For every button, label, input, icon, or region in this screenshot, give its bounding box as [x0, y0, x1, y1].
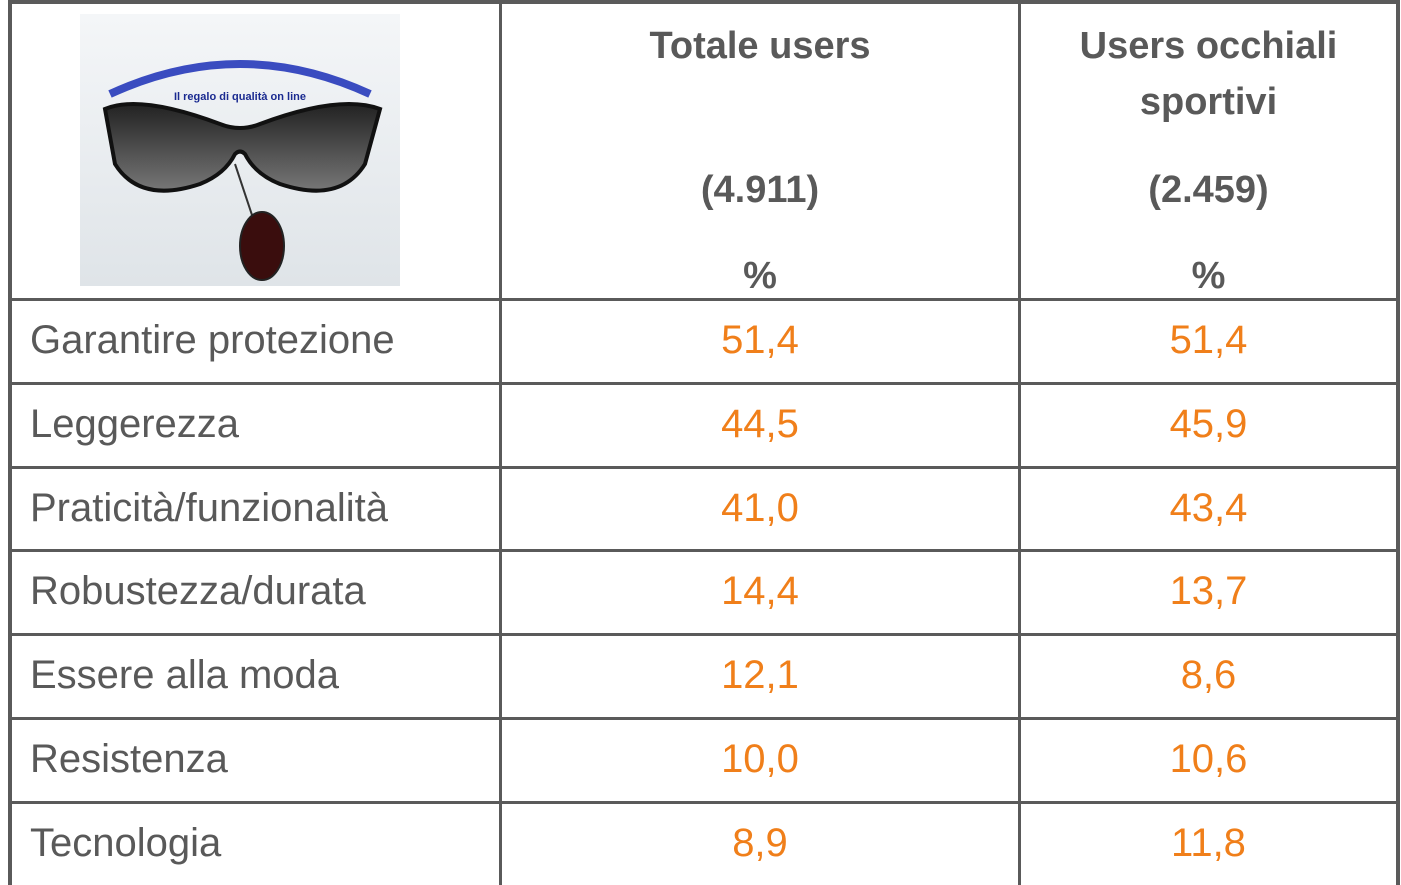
row-label: Garantire protezione [30, 298, 395, 382]
cell-value: 45,9 [1021, 382, 1396, 466]
column-count: (2.459) [1021, 162, 1396, 218]
cell-value: 51,4 [1021, 298, 1396, 382]
cell-value: 44,5 [502, 382, 1018, 466]
column-count: (4.911) [502, 162, 1018, 218]
border [1396, 0, 1400, 885]
border [8, 0, 12, 885]
row-label: Leggerezza [30, 382, 239, 466]
row-label: Tecnologia [30, 801, 221, 885]
column-unit: % [502, 248, 1018, 304]
border [8, 0, 1400, 4]
cell-value: 14,4 [502, 549, 1018, 633]
cell-value: 8,6 [1021, 633, 1396, 717]
row-label: Resistenza [30, 717, 228, 801]
cell-value: 10,6 [1021, 717, 1396, 801]
column-title: Totale users [580, 18, 940, 74]
row-label: Essere alla moda [30, 633, 339, 717]
column-title: Users occhiali sportivi [1029, 18, 1389, 130]
cell-value: 10,0 [502, 717, 1018, 801]
page: Il regalo di qualità on line (() => { co… [0, 0, 1401, 885]
row-label: Robustezza/durata [30, 549, 366, 633]
cell-value: 43,4 [1021, 466, 1396, 550]
cell-value: 13,7 [1021, 549, 1396, 633]
cell-value: 41,0 [502, 466, 1018, 550]
column-unit: % [1021, 248, 1396, 304]
cell-value: 8,9 [502, 801, 1018, 885]
cell-value: 12,1 [502, 633, 1018, 717]
image-caption: Il regalo di qualità on line [174, 91, 306, 103]
row-label: Praticità/funzionalità [30, 466, 388, 550]
cell-value: 11,8 [1021, 801, 1396, 885]
cell-value: 51,4 [502, 298, 1018, 382]
header-image: Il regalo di qualità on line [80, 14, 400, 286]
